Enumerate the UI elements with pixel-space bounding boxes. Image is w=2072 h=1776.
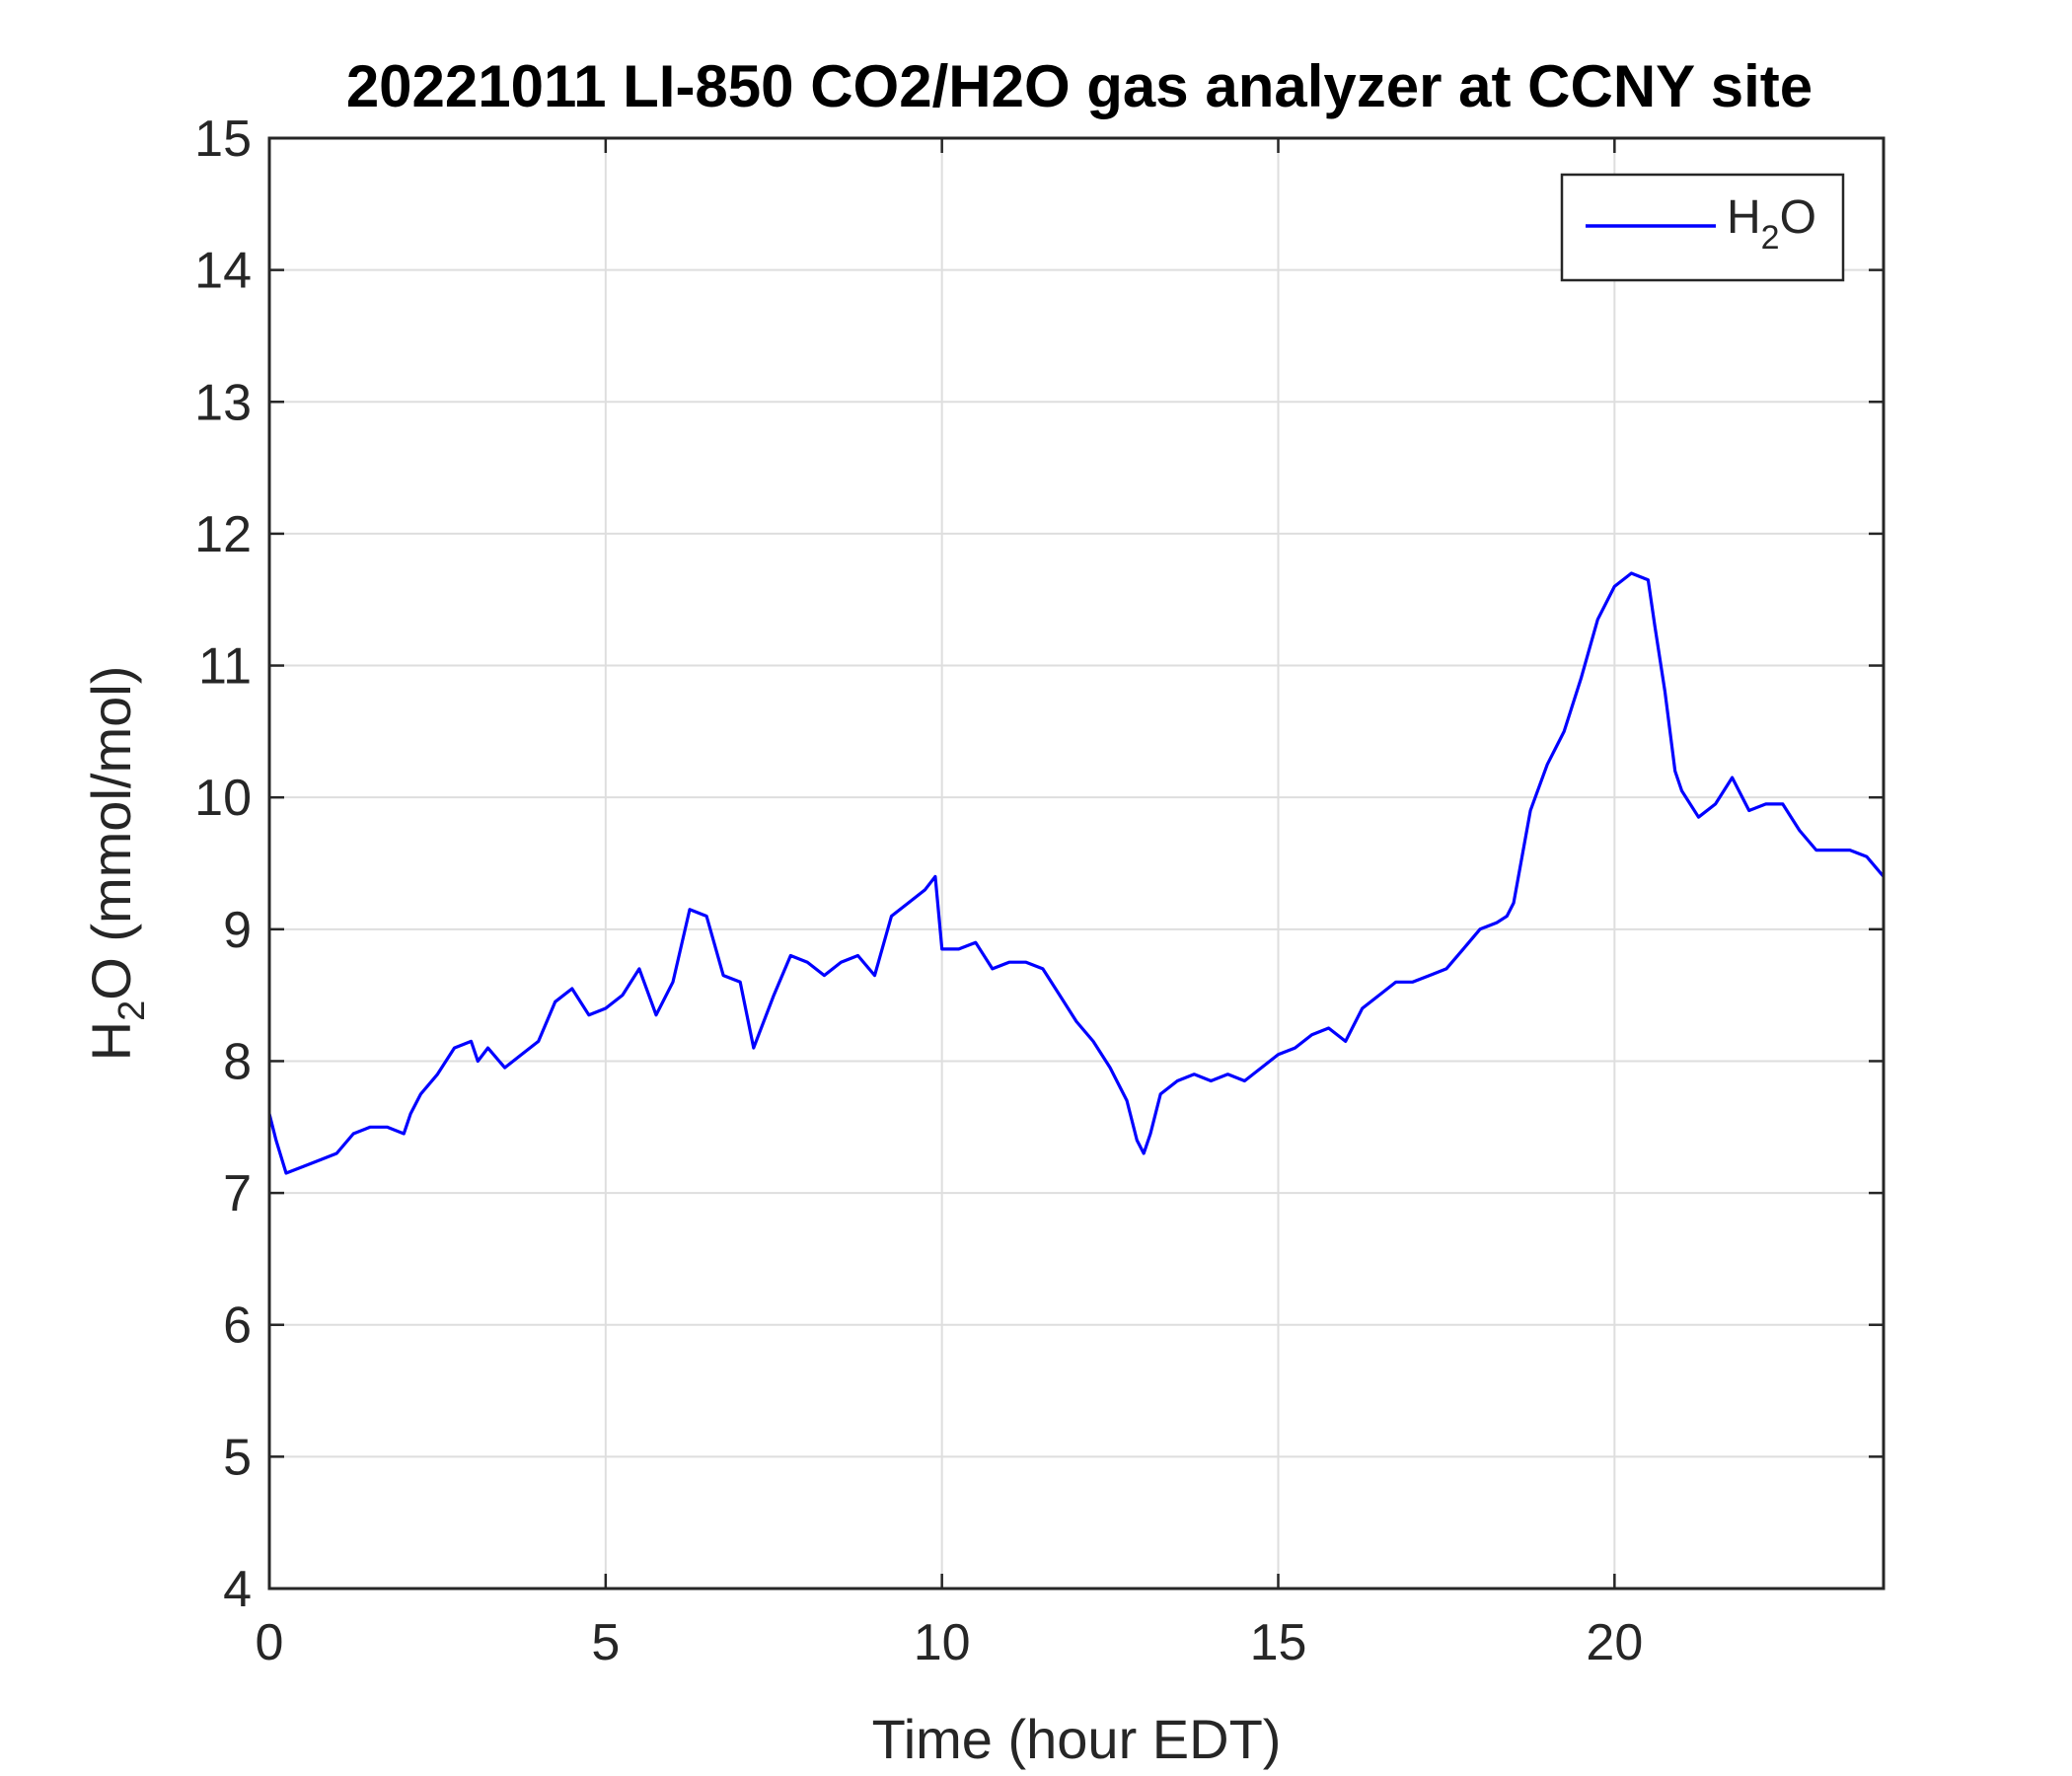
h2o-series-line: [267, 571, 1886, 1175]
legend-label-subscript: 2: [1761, 219, 1780, 257]
legend-label-prefix: H: [1727, 191, 1761, 244]
y-tick-label: 5: [223, 1429, 252, 1486]
y-tick-label: 11: [198, 638, 252, 696]
y-axis-label: H2O (mmol/mol): [80, 666, 153, 1062]
y-tick-label: 6: [223, 1297, 252, 1355]
legend-label: H2O: [1727, 191, 1816, 257]
y-tick-label: 7: [223, 1165, 252, 1222]
y-tick-label: 9: [223, 902, 252, 959]
axis-ticks: 0 5 10 15 20 4 5 6 7 8 9 10 11 12 13 14 15: [194, 111, 1884, 1671]
y-tick-label: 8: [223, 1033, 252, 1090]
series-layer: [267, 571, 1886, 1175]
y-tick-label: 4: [223, 1561, 252, 1618]
chart-title: 20221011 LI-850 CO2/H2O gas analyzer at …: [346, 53, 1813, 119]
y-tick-label: 15: [194, 111, 252, 168]
y-axis-label-prefix: H: [80, 1021, 142, 1061]
grid-lines: [269, 138, 1884, 1589]
plot-area-frame: [267, 136, 1886, 1591]
x-tick-label: 10: [914, 1614, 971, 1671]
y-tick-label: 12: [194, 506, 252, 563]
y-tick-label: 13: [194, 374, 252, 431]
x-tick-label: 0: [256, 1614, 284, 1671]
x-tick-label: 20: [1586, 1614, 1643, 1671]
legend: H2O: [1560, 173, 1845, 282]
y-tick-label: 10: [194, 770, 252, 827]
y-axis-label-subscript: 2: [111, 1000, 153, 1021]
y-axis-label-suffix: O (mmol/mol): [80, 666, 142, 1000]
legend-label-suffix: O: [1780, 191, 1816, 244]
x-tick-label: 15: [1250, 1614, 1307, 1671]
x-axis-label: Time (hour EDT): [872, 1708, 1282, 1770]
y-tick-label: 14: [194, 243, 252, 300]
x-tick-label: 5: [591, 1614, 620, 1671]
